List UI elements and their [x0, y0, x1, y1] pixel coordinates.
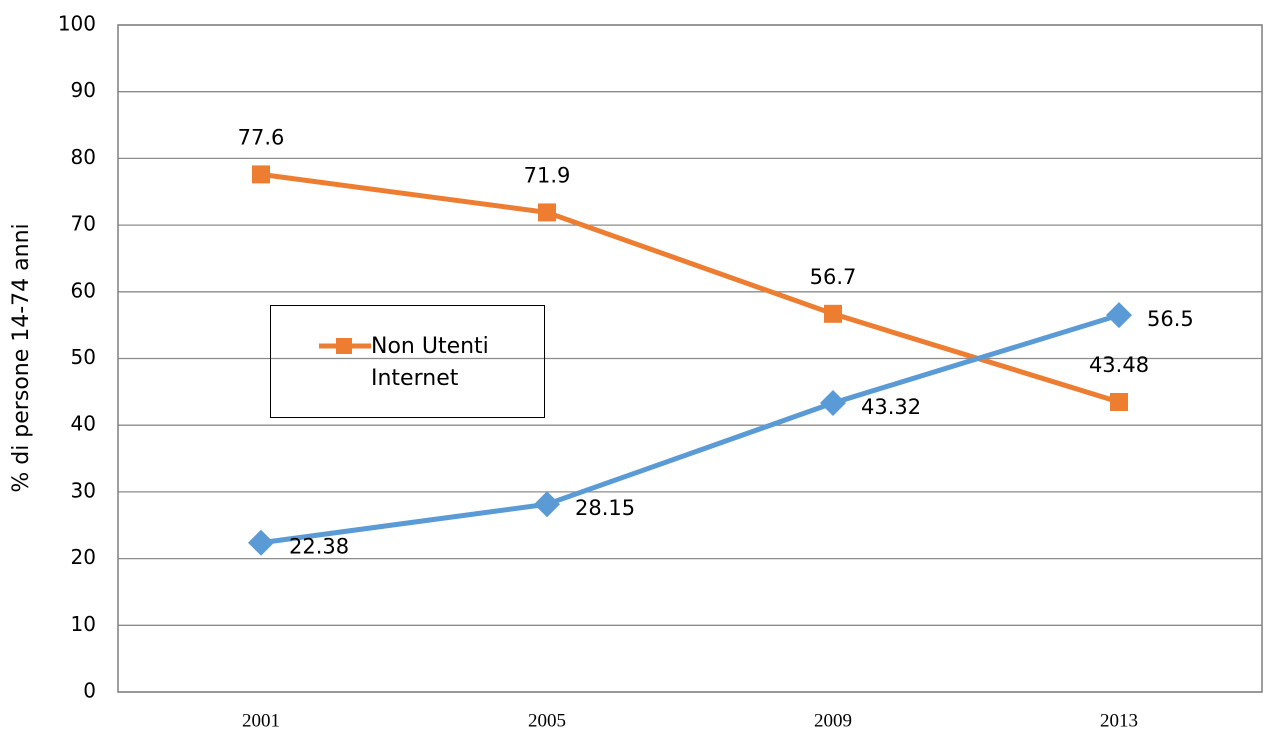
y-tick-label: 70	[71, 212, 96, 236]
marker	[820, 390, 846, 417]
marker	[824, 304, 842, 323]
y-tick-label: 0	[83, 679, 96, 703]
marker	[252, 165, 270, 184]
legend-label: Non Utenti Internet	[371, 334, 489, 391]
y-tick-label: 50	[71, 345, 96, 369]
marker	[1106, 302, 1132, 329]
data-label: 71.9	[524, 163, 571, 187]
data-label: 56.7	[810, 265, 857, 289]
data-label: 28.15	[575, 496, 635, 520]
series-line	[260, 312, 1120, 546]
marker	[538, 203, 556, 222]
legend-swatch-marker	[336, 338, 352, 354]
data-label: 43.48	[1089, 353, 1149, 377]
y-tick-label: 60	[71, 278, 96, 302]
y-tick-label: 90	[71, 78, 96, 102]
data-label: 22.38	[289, 535, 349, 559]
data-label: 43.32	[861, 395, 921, 419]
data-label: 77.6	[238, 125, 285, 149]
y-axis-label: % di persone 14-74 anni	[9, 223, 34, 492]
y-tick-label: 100	[58, 12, 96, 36]
data-label: 56.5	[1147, 307, 1194, 331]
x-tick-label: 2001	[242, 710, 280, 731]
marker	[248, 529, 274, 556]
legend: Non Utenti Internet	[270, 305, 545, 418]
legend-swatch-area	[319, 338, 371, 354]
plot-border	[117, 24, 1263, 693]
y-tick-label: 20	[71, 545, 96, 569]
y-tick-label: 40	[71, 412, 96, 436]
y-tick-label: 80	[71, 145, 96, 169]
x-tick-label: 2013	[1100, 710, 1138, 731]
marker	[534, 491, 560, 518]
y-tick-label: 10	[71, 612, 96, 636]
y-tick-label: 30	[71, 478, 96, 502]
x-tick-label: 2005	[528, 710, 566, 731]
x-tick-label: 2009	[814, 710, 852, 731]
marker	[1110, 392, 1128, 411]
